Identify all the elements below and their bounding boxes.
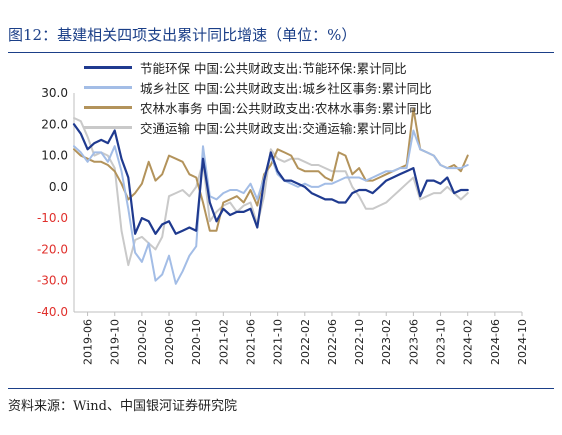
legend-swatch-energy [84, 65, 132, 69]
x-tick-label: 2022-02 [299, 319, 312, 365]
x-tick-label: 2023-06 [407, 319, 420, 365]
x-tick-label: 2024-06 [489, 319, 502, 365]
x-tick-label: 2024-02 [462, 319, 475, 365]
y-tick-label: 10.0 [41, 149, 68, 163]
x-tick-label: 2021-10 [272, 319, 285, 365]
legend-swatch-agriculture [84, 105, 132, 109]
x-tick-label: 2024-10 [516, 319, 529, 365]
title-rule [8, 52, 554, 53]
y-tick-label: -40.0 [37, 305, 68, 319]
chart-legend: 节能环保 中国:公共财政支出:节能环保:累计同比 城乡社区 中国:公共财政支出:… [84, 57, 432, 137]
legend-item-transport: 交通运输 中国:公共财政支出:交通运输:累计同比 [84, 117, 432, 137]
x-tick-label: 2022-10 [353, 319, 366, 365]
x-tick-label: 2021-06 [244, 319, 257, 365]
legend-label-transport: 交通运输 中国:公共财政支出:交通运输:累计同比 [140, 120, 407, 136]
legend-item-energy: 节能环保 中国:公共财政支出:节能环保:累计同比 [84, 57, 432, 77]
y-tick-label: -10.0 [37, 211, 68, 225]
legend-swatch-transport [84, 125, 132, 129]
source-rule [8, 388, 554, 389]
x-tick-label: 2023-02 [380, 319, 393, 365]
y-tick-label: 20.0 [41, 117, 68, 131]
legend-label-urban: 城乡社区 中国:公共财政支出:城乡社区事务:累计同比 [140, 80, 432, 96]
legend-item-agriculture: 农林水事务 中国:公共财政支出:农林水事务:累计同比 [84, 97, 432, 117]
x-tick-label: 2019-10 [109, 319, 122, 365]
y-tick-label: 30.0 [41, 86, 68, 100]
y-tick-label: -30.0 [37, 274, 68, 288]
x-tick-label: 2023-10 [435, 319, 448, 365]
legend-swatch-urban [84, 85, 132, 89]
x-tick-label: 2022-06 [326, 319, 339, 365]
legend-item-urban: 城乡社区 中国:公共财政支出:城乡社区事务:累计同比 [84, 77, 432, 97]
source-note: 资料来源：Wind、中国银河证券研究院 [8, 399, 237, 414]
legend-label-energy: 节能环保 中国:公共财政支出:节能环保:累计同比 [140, 60, 407, 76]
x-tick-label: 2020-02 [136, 319, 149, 365]
series-line-agriculture [73, 107, 469, 232]
x-tick-label: 2020-10 [190, 319, 203, 365]
legend-label-agriculture: 农林水事务 中国:公共财政支出:农林水事务:累计同比 [140, 100, 432, 116]
x-tick-label: 2021-02 [217, 319, 230, 365]
series-line-transport [73, 117, 469, 267]
y-tick-label: 0.0 [49, 180, 68, 194]
y-tick-label: -20.0 [37, 242, 68, 256]
x-tick-label: 2020-06 [163, 319, 176, 365]
figure-title: 图12：基建相关四项支出累计同比增速（单位：%） [8, 26, 357, 44]
x-tick-label: 2019-06 [82, 319, 95, 365]
series-line-energy [72, 123, 469, 235]
